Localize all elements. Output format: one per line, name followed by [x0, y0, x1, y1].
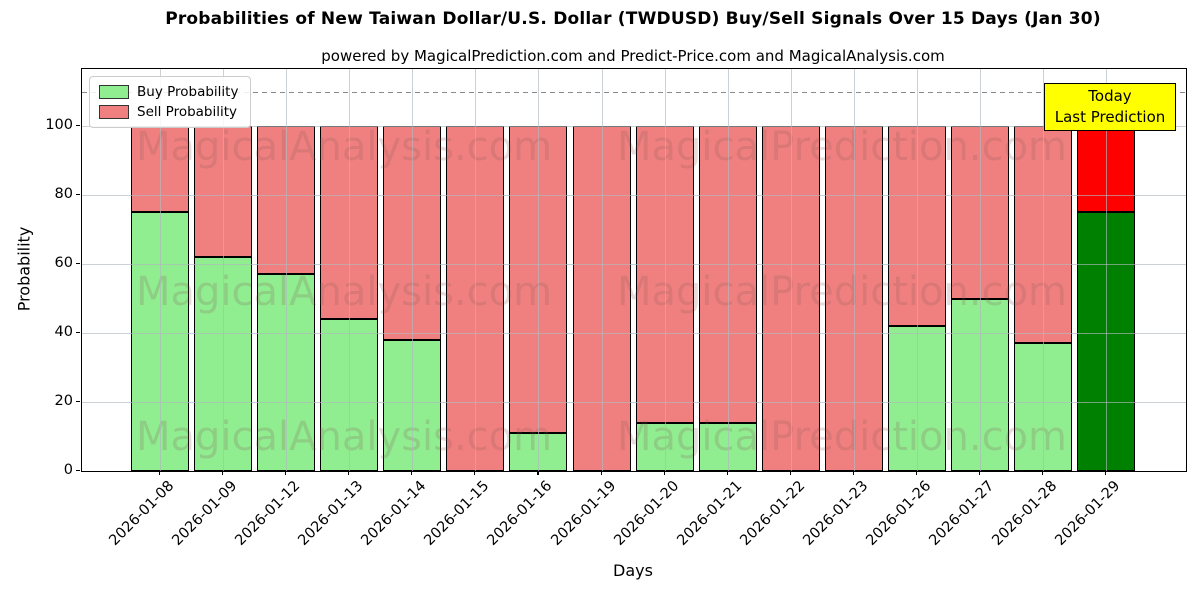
sell-color-swatch [99, 105, 129, 119]
v-gridline [727, 69, 729, 471]
x-tick-mark [474, 471, 476, 475]
watermark-left: MagicalAnalysis.com [136, 269, 553, 315]
v-gridline [790, 69, 792, 471]
v-gridline [286, 69, 288, 471]
bar-2026-01-27 [950, 126, 1009, 471]
x-tick-mark [915, 471, 917, 475]
x-tick-label: 2026-01-27 [926, 478, 998, 549]
x-tick-mark [978, 471, 981, 475]
v-gridline [1042, 69, 1044, 471]
watermark-left: MagicalAnalysis.com [136, 414, 553, 460]
y-tick-label: 60 [54, 255, 73, 271]
y-tick-mark [76, 125, 80, 127]
x-tick-mark [159, 471, 161, 475]
x-tick-mark [726, 471, 728, 475]
v-gridline [853, 69, 855, 471]
y-tick-label: 100 [45, 117, 73, 133]
y-tick-label: 40 [54, 324, 73, 340]
y-tick-mark [76, 470, 80, 472]
x-tick-label: 2026-01-26 [863, 478, 935, 549]
y-tick-label: 20 [54, 393, 73, 409]
v-gridline [601, 69, 603, 471]
v-gridline [538, 69, 540, 471]
buy-color-swatch [99, 85, 129, 99]
x-tick-mark [852, 471, 854, 475]
v-gridline [223, 69, 225, 471]
plot-area: MagicalAnalysis.com MagicalPrediction.com… [81, 68, 1187, 472]
chart-subtitle: powered by MagicalPrediction.com and Pre… [321, 47, 945, 65]
x-tick-mark [285, 471, 287, 475]
watermark-right: MagicalPrediction.com [617, 124, 1067, 170]
y-tick-mark [76, 401, 80, 403]
x-tick-label: 2026-01-16 [484, 478, 556, 549]
v-gridline [916, 69, 918, 471]
x-tick-label: 2026-01-15 [421, 478, 493, 549]
x-tick-mark [222, 471, 224, 475]
x-tick-label: 2026-01-20 [610, 478, 682, 549]
legend-item-sell: Sell Probability [90, 104, 250, 120]
x-tick-mark [600, 471, 602, 475]
x-tick-label: 2026-01-08 [106, 478, 178, 549]
x-tick-mark [348, 471, 350, 475]
x-tick-label: 2026-01-21 [673, 478, 745, 549]
v-gridline [979, 69, 981, 471]
watermark-right: MagicalPrediction.com [617, 269, 1067, 315]
x-tick-label: 2026-01-22 [737, 478, 809, 549]
x-tick-mark [411, 471, 413, 475]
v-gridline [664, 69, 666, 471]
v-gridline [1106, 69, 1107, 471]
v-gridline [160, 69, 161, 471]
x-tick-label: 2026-01-12 [232, 478, 304, 549]
watermark-left: MagicalAnalysis.com [136, 124, 553, 170]
h-gridline [82, 333, 1186, 334]
x-tick-mark [789, 471, 791, 475]
v-gridline [475, 69, 477, 471]
today-annotation-line2: Last Prediction [1054, 108, 1166, 126]
chart-title: Probabilities of New Taiwan Dollar/U.S. … [165, 9, 1101, 29]
v-gridline [412, 69, 414, 471]
h-gridline [82, 195, 1186, 196]
x-tick-mark [1041, 471, 1044, 475]
y-tick-mark [76, 332, 80, 334]
legend-label-buy: Buy Probability [137, 84, 239, 100]
x-tick-label: 2026-01-19 [547, 478, 619, 549]
x-axis-title: Days [613, 561, 653, 580]
legend-label-sell: Sell Probability [137, 104, 238, 120]
y-tick-label: 80 [54, 186, 73, 202]
legend: Buy Probability Sell Probability [89, 76, 251, 128]
x-tick-label: 2026-01-29 [1052, 478, 1124, 549]
y-tick-mark [76, 263, 80, 265]
dashed-guide-line [82, 91, 1186, 94]
y-tick-mark [76, 194, 80, 196]
x-tick-label: 2026-01-23 [800, 478, 872, 549]
today-annotation: Today Last Prediction [1044, 83, 1176, 131]
x-tick-label: 2026-01-13 [295, 478, 367, 549]
x-tick-mark [1105, 471, 1107, 475]
v-gridline [349, 69, 351, 471]
x-tick-mark [537, 471, 539, 475]
legend-item-buy: Buy Probability [90, 84, 250, 100]
today-annotation-line1: Today [1088, 87, 1132, 105]
x-tick-label: 2026-01-14 [358, 478, 430, 549]
x-tick-label: 2026-01-28 [989, 478, 1061, 549]
h-gridline [82, 126, 1186, 127]
x-tick-mark [663, 471, 665, 475]
watermark-right: MagicalPrediction.com [617, 414, 1067, 460]
h-gridline [82, 264, 1186, 265]
y-tick-label: 0 [63, 462, 73, 478]
x-tick-label: 2026-01-09 [169, 478, 241, 549]
h-gridline [82, 402, 1186, 403]
